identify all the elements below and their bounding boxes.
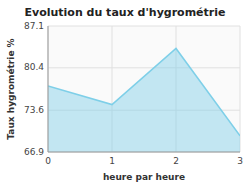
x-tick-label: 2 — [173, 156, 179, 166]
y-tick-label: 73.6 — [24, 105, 44, 115]
grid — [48, 26, 240, 152]
data-group — [48, 48, 240, 152]
x-tick-label: 0 — [45, 156, 51, 166]
grid-line-y — [48, 67, 240, 68]
chart-svg: 66.9 73.6 80.4 87.1 0 1 2 3 Evolution du taux d'… — [0, 0, 250, 188]
chart-title: Evolution du taux d'hygrométrie — [25, 6, 226, 19]
chart-container: 66.9 73.6 80.4 87.1 0 1 2 3 Evolution du taux d'… — [0, 0, 250, 188]
plot-background — [48, 26, 240, 152]
grid-line-x — [48, 26, 49, 152]
y-tick-label: 80.4 — [24, 62, 44, 72]
area-fill — [48, 48, 240, 152]
y-tick-label: 66.9 — [24, 147, 44, 157]
y-axis-line — [48, 26, 49, 152]
x-tick-label: 1 — [109, 156, 115, 166]
x-tick-label: 3 — [237, 156, 243, 166]
grid-line-x — [240, 26, 241, 152]
grid-line-y — [48, 26, 240, 27]
y-axis-label: Taux hygrométrie % — [6, 38, 16, 139]
x-axis-line — [48, 152, 240, 153]
grid-line-y — [48, 152, 240, 153]
x-axis-label: heure par heure — [103, 172, 185, 182]
area-line — [48, 48, 240, 135]
y-tick-label: 87.1 — [24, 21, 44, 31]
axes: 66.9 73.6 80.4 87.1 0 1 2 3 — [24, 21, 243, 167]
